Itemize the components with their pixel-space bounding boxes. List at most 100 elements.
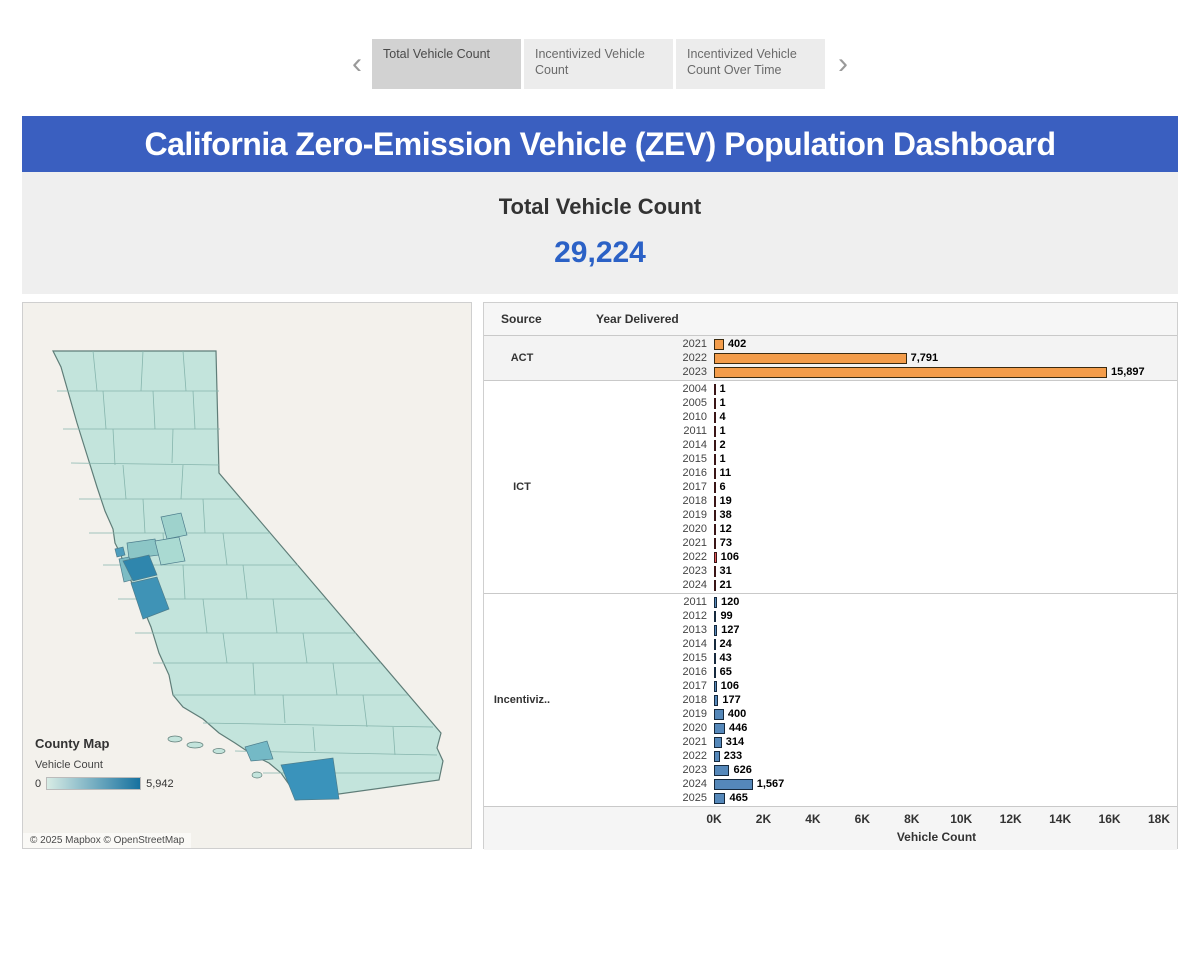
bar[interactable] — [714, 495, 716, 507]
bar[interactable] — [714, 338, 724, 350]
county-santa-clara[interactable] — [130, 576, 170, 620]
bar[interactable] — [714, 680, 717, 692]
bar[interactable] — [714, 610, 717, 622]
bar[interactable] — [714, 778, 753, 790]
bar-track: 11 — [714, 466, 1159, 480]
year-label: 2022 — [682, 551, 707, 563]
bar-track: 4 — [714, 410, 1159, 424]
bar[interactable] — [714, 708, 724, 720]
bar-track: 177 — [714, 693, 1159, 707]
map-attribution: © 2025 Mapbox © OpenStreetMap — [23, 833, 192, 848]
year-label: 2021 — [682, 736, 707, 748]
bar-value-label: 7,791 — [910, 352, 939, 364]
bar-track: 1 — [714, 424, 1159, 438]
county-san-francisco[interactable] — [114, 546, 126, 558]
chart-row: 2014 24 — [560, 637, 1177, 651]
bar-value-label: 12 — [719, 523, 732, 535]
bar[interactable] — [714, 596, 717, 608]
county-sacramento[interactable] — [160, 512, 188, 540]
tabs-prev-icon[interactable]: ‹ — [352, 47, 362, 80]
source-column-header: Source — [501, 312, 542, 326]
tabs-next-icon[interactable]: › — [838, 47, 848, 80]
dashboard-title: California Zero-Emission Vehicle (ZEV) P… — [144, 125, 1056, 162]
bar-track: 2 — [714, 438, 1159, 452]
bar[interactable] — [714, 467, 716, 479]
bar[interactable] — [714, 666, 716, 678]
source-label: ACT — [510, 352, 534, 364]
bar[interactable] — [714, 366, 1107, 378]
california-outline[interactable] — [52, 350, 444, 801]
chart-row: 2011 120 — [560, 595, 1177, 609]
legend-gradient-ramp[interactable] — [46, 777, 142, 790]
chart-row: 2015 43 — [560, 651, 1177, 665]
county-san-joaquin[interactable] — [154, 536, 186, 566]
bar[interactable] — [714, 638, 716, 650]
california-county-map[interactable] — [23, 303, 471, 848]
chart-group-act: ACT 2021 402 2022 7,791 2023 15,897 — [484, 336, 1177, 380]
year-label: 2005 — [682, 397, 707, 409]
bar-track: 400 — [714, 707, 1159, 721]
bar-track: 1,567 — [714, 777, 1159, 791]
bar[interactable] — [714, 565, 716, 577]
bar[interactable] — [714, 652, 716, 664]
bar[interactable] — [714, 624, 718, 636]
chart-row: 2022 233 — [560, 749, 1177, 763]
group-rows: 2011 120 2012 99 2013 127 2014 24 2015 43 2016 65 20… — [560, 594, 1177, 806]
axis-tick: 0K — [706, 812, 722, 826]
channel-islands — [167, 735, 263, 779]
bar-value-label: 400 — [727, 708, 747, 720]
year-label: 2015 — [682, 652, 707, 664]
bar-value-label: 65 — [719, 666, 732, 678]
tab-incentivized-vehicle-count[interactable]: Incentivized Vehicle Count — [524, 39, 673, 89]
bar-track: 120 — [714, 595, 1159, 609]
chart-axis-area: 0K 2K 4K 6K 8K 10K 12K 14K 16K 18K Vehicle Count — [484, 806, 1177, 850]
bar[interactable] — [714, 481, 716, 493]
bar[interactable] — [714, 537, 716, 549]
bar[interactable] — [714, 352, 907, 364]
bar-track: 12 — [714, 522, 1159, 536]
bar[interactable] — [714, 523, 716, 535]
tab-total-vehicle-count[interactable]: Total Vehicle Count — [372, 39, 521, 89]
bar-value-label: 106 — [720, 551, 739, 563]
bar[interactable] — [714, 764, 730, 776]
bar[interactable] — [714, 411, 716, 423]
bar[interactable] — [714, 383, 716, 395]
year-label: 2023 — [682, 565, 707, 577]
year-label: 2010 — [682, 411, 707, 423]
chart-axis: 0K 2K 4K 6K 8K 10K 12K 14K 16K 18K — [706, 807, 1170, 827]
x-axis-title: Vehicle Count — [896, 830, 977, 844]
bar-track: 6 — [714, 480, 1159, 494]
bar[interactable] — [714, 750, 720, 762]
county-orange[interactable] — [244, 740, 274, 762]
bar-value-label: 465 — [729, 792, 748, 804]
bar[interactable] — [714, 453, 716, 465]
chart-row: 2018 19 — [560, 494, 1177, 508]
bar[interactable] — [714, 736, 722, 748]
bar[interactable] — [714, 439, 716, 451]
tab-incentivized-vehicle-count-over-time[interactable]: Incentivized Vehicle Count Over Time — [676, 39, 825, 89]
bar[interactable] — [714, 792, 726, 804]
source-label: Incentiviz.. — [493, 694, 551, 706]
map-legend: County Map Vehicle Count 0 5,942 — [35, 736, 174, 790]
bar-track: 314 — [714, 735, 1159, 749]
bar[interactable] — [714, 722, 726, 734]
county-alameda[interactable] — [122, 554, 158, 582]
county-san-diego[interactable] — [280, 757, 340, 801]
bar[interactable] — [714, 397, 716, 409]
bar[interactable] — [714, 551, 717, 563]
axis-tick: 8K — [904, 812, 920, 826]
chart-row: 2010 4 — [560, 410, 1177, 424]
bar[interactable] — [714, 425, 716, 437]
year-label: 2016 — [682, 467, 707, 479]
map-legend-title: County Map — [35, 736, 110, 751]
bar[interactable] — [714, 579, 716, 591]
bar[interactable] — [714, 509, 716, 521]
source-label: ICT — [513, 481, 531, 493]
year-label: 2017 — [682, 680, 707, 692]
bar-value-label: 24 — [719, 638, 732, 650]
year-label: 2004 — [682, 383, 707, 395]
bar[interactable] — [714, 694, 719, 706]
bar-value-label: 120 — [720, 596, 740, 608]
chart-row: 2024 21 — [560, 578, 1177, 592]
group-rows: 2021 402 2022 7,791 2023 15,897 — [560, 336, 1177, 380]
